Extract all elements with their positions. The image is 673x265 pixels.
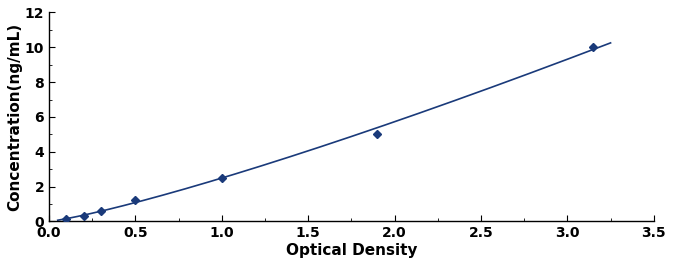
- Y-axis label: Concentration(ng/mL): Concentration(ng/mL): [7, 23, 22, 211]
- X-axis label: Optical Density: Optical Density: [285, 243, 417, 258]
